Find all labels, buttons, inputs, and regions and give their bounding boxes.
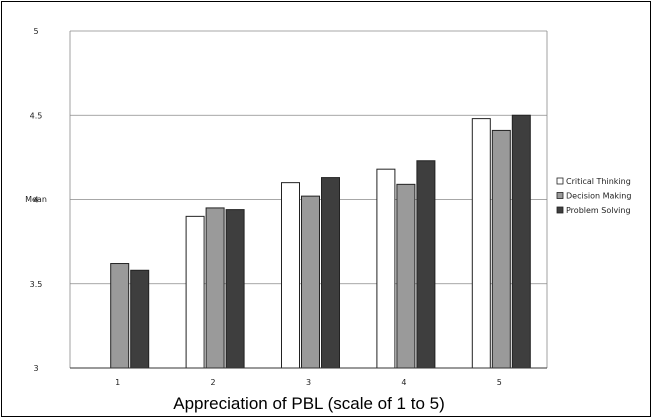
bar-critical-thinking — [185, 215, 205, 369]
bar-critical-thinking — [376, 168, 396, 369]
bar-decision-making — [491, 129, 511, 369]
y-axis-label: Mean — [25, 195, 47, 204]
y-tick-label: 3 — [33, 364, 38, 373]
legend-label: Critical Thinking — [566, 177, 631, 186]
legend-swatch — [556, 177, 564, 185]
y-tick-label: 4.5 — [30, 111, 43, 120]
x-tick-label: 1 — [115, 378, 120, 387]
bar-decision-making — [205, 207, 225, 369]
bar-problem-solving — [416, 160, 436, 369]
x-axis-label: Appreciation of PBL (scale of 1 to 5) — [173, 394, 445, 413]
bar-decision-making — [110, 263, 130, 369]
x-tick-label: 3 — [306, 378, 311, 387]
bar-problem-solving — [511, 114, 531, 369]
legend-label: Problem Solving — [566, 206, 631, 215]
bars — [110, 114, 531, 369]
bar-decision-making — [301, 195, 320, 369]
x-tick-label: 2 — [211, 378, 216, 387]
legend: Critical Thinking Decision Making Problem … — [556, 177, 631, 215]
bar-problem-solving — [225, 209, 245, 369]
x-tick-label: 4 — [401, 378, 406, 387]
bar-critical-thinking — [471, 118, 491, 369]
x-tick-label: 5 — [497, 378, 502, 387]
legend-swatch — [556, 192, 564, 199]
bar-chart: 3 3.5 4 4.5 5 1 2 3 4 5 Critical Thinking Decision… — [25, 27, 631, 413]
y-tick-label: 5 — [33, 27, 38, 36]
y-tick-label: 3.5 — [30, 280, 43, 289]
bar-problem-solving — [321, 177, 340, 369]
legend-swatch — [556, 206, 564, 214]
bar-problem-solving — [130, 269, 150, 369]
y-tick-label: 4 — [33, 196, 38, 205]
bar-decision-making — [396, 183, 416, 369]
bar-critical-thinking — [281, 182, 300, 369]
axes: 3 3.5 4 4.5 5 1 2 3 4 5 — [30, 27, 548, 387]
legend-label: Decision Making — [566, 192, 631, 201]
